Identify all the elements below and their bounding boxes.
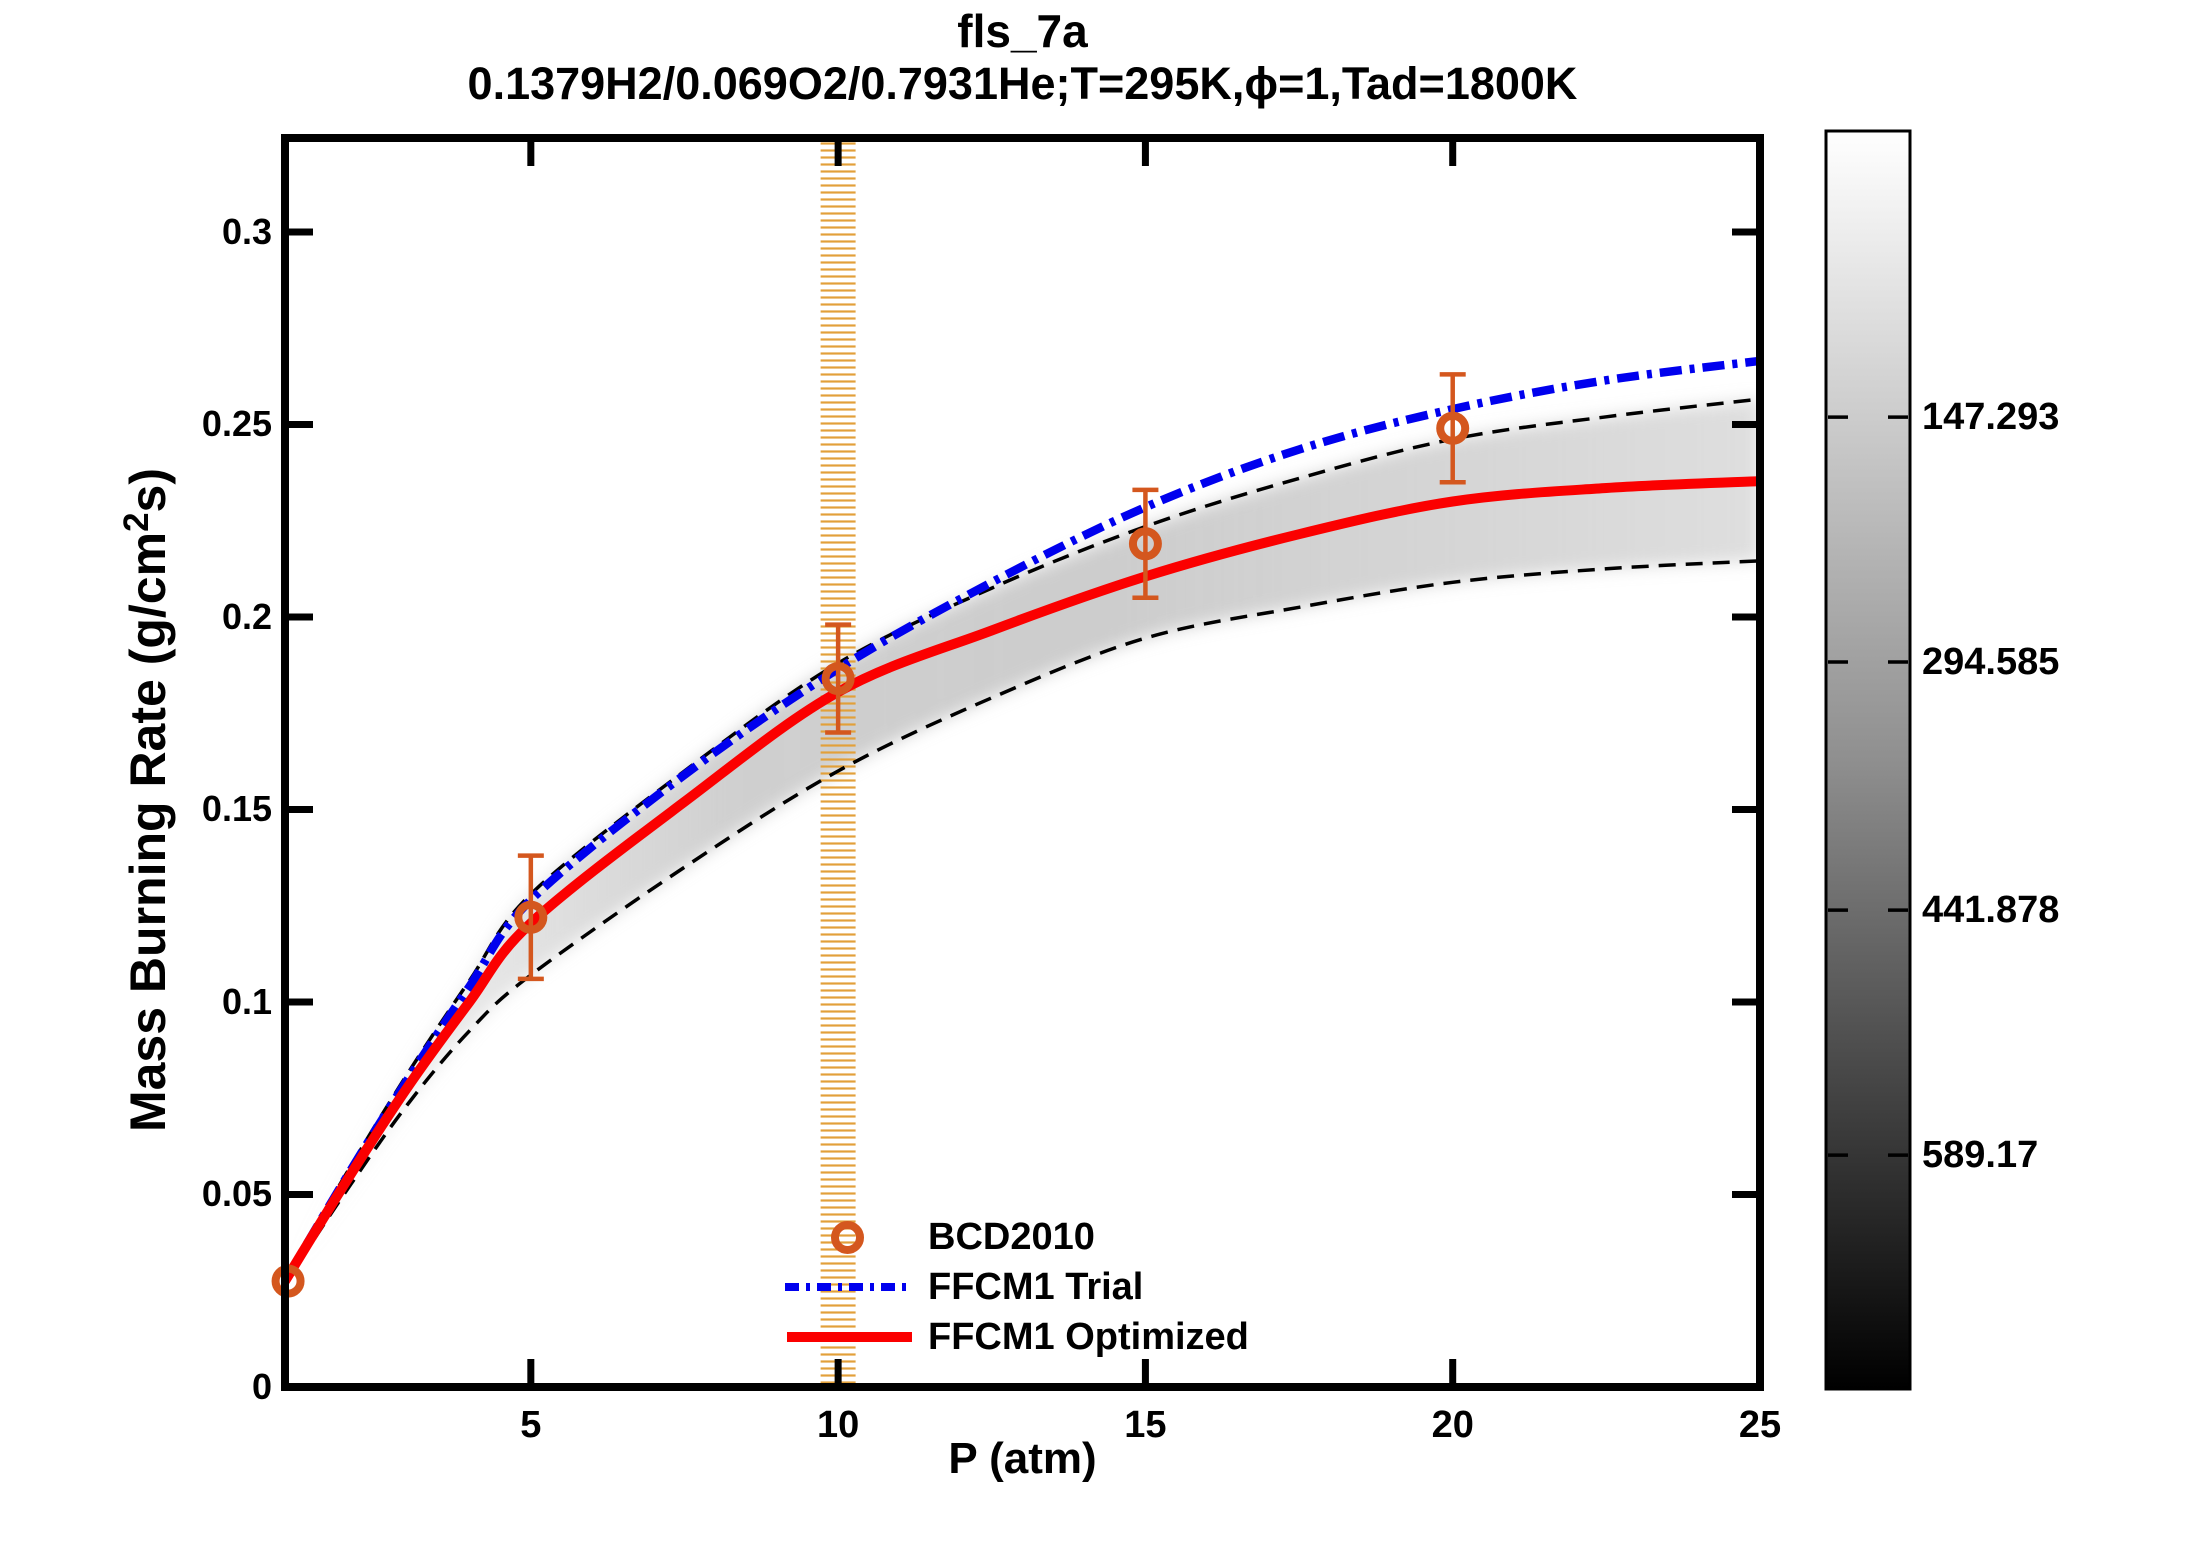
legend-marker-cell — [780, 1212, 916, 1262]
y-axis-label-superscript: 2 — [116, 512, 156, 532]
y-axis-label-suffix: s) — [120, 467, 176, 513]
data-point-marker — [514, 900, 548, 934]
legend-marker-cell — [780, 1312, 916, 1362]
data-point-marker — [821, 662, 855, 696]
y-tick-label: 0.3 — [221, 210, 272, 252]
y-tick-label: 0.25 — [201, 403, 272, 445]
data-point-marker — [1436, 411, 1470, 445]
legend-solid-line-icon — [787, 1332, 912, 1342]
colorbar-tick-label: 441.878 — [1922, 889, 2060, 932]
colorbar — [1824, 129, 1912, 1391]
colorbar-tick-label: 294.585 — [1922, 641, 2060, 683]
colorbar-tick-label: 147.293 — [1922, 396, 2060, 439]
x-axis-label: P (atm) — [948, 1434, 1097, 1483]
y-tick-label: 0.2 — [221, 595, 272, 637]
y-tick-label: 0.05 — [201, 1173, 272, 1215]
curve-ffcm1-optimized — [288, 476, 1757, 1284]
uncertainty-cloud — [288, 399, 1757, 1280]
x-tick-label: 10 — [816, 1404, 860, 1446]
legend: BCD2010 FFCM1 Trial FFCM1 Optimized — [780, 1212, 1249, 1362]
legend-item: FFCM1 Optimized — [780, 1312, 1249, 1362]
colorbar-gradient — [1824, 129, 1912, 1391]
legend-item: BCD2010 — [780, 1212, 1249, 1262]
y-tick-label: 0.15 — [201, 788, 272, 830]
x-tick-label: 20 — [1431, 1404, 1474, 1446]
series-bcd2010 — [271, 372, 1470, 1298]
x-tick-label: 25 — [1738, 1404, 1782, 1446]
legend-item: FFCM1 Trial — [780, 1262, 1249, 1312]
y-tick-label: 0 — [251, 1366, 272, 1407]
legend-label: FFCM1 Trial — [928, 1265, 1144, 1308]
legend-label: FFCM1 Optimized — [928, 1315, 1249, 1358]
chart-title: fls_7a — [957, 5, 1088, 57]
legend-marker-cell — [780, 1262, 916, 1312]
legend-circle-icon — [831, 1220, 864, 1254]
legend-label: BCD2010 — [928, 1215, 1095, 1258]
colorbar-tick-label: 589.17 — [1922, 1134, 2039, 1177]
highlight-band-p10 — [820, 141, 856, 1383]
axes-box — [281, 134, 1764, 1391]
curve-uncertainty-lower — [288, 559, 1757, 1283]
legend-dashdot-line-icon — [785, 1283, 912, 1291]
y-tick-label: 0.1 — [221, 980, 272, 1022]
x-tick-label: 15 — [1124, 1404, 1167, 1446]
chart-subtitle: 0.1379H2/0.069O2/0.7931He;T=295K,ϕ=1,Tad… — [467, 58, 1578, 109]
x-tick-label: 5 — [520, 1404, 542, 1446]
data-point-marker — [1128, 527, 1162, 561]
